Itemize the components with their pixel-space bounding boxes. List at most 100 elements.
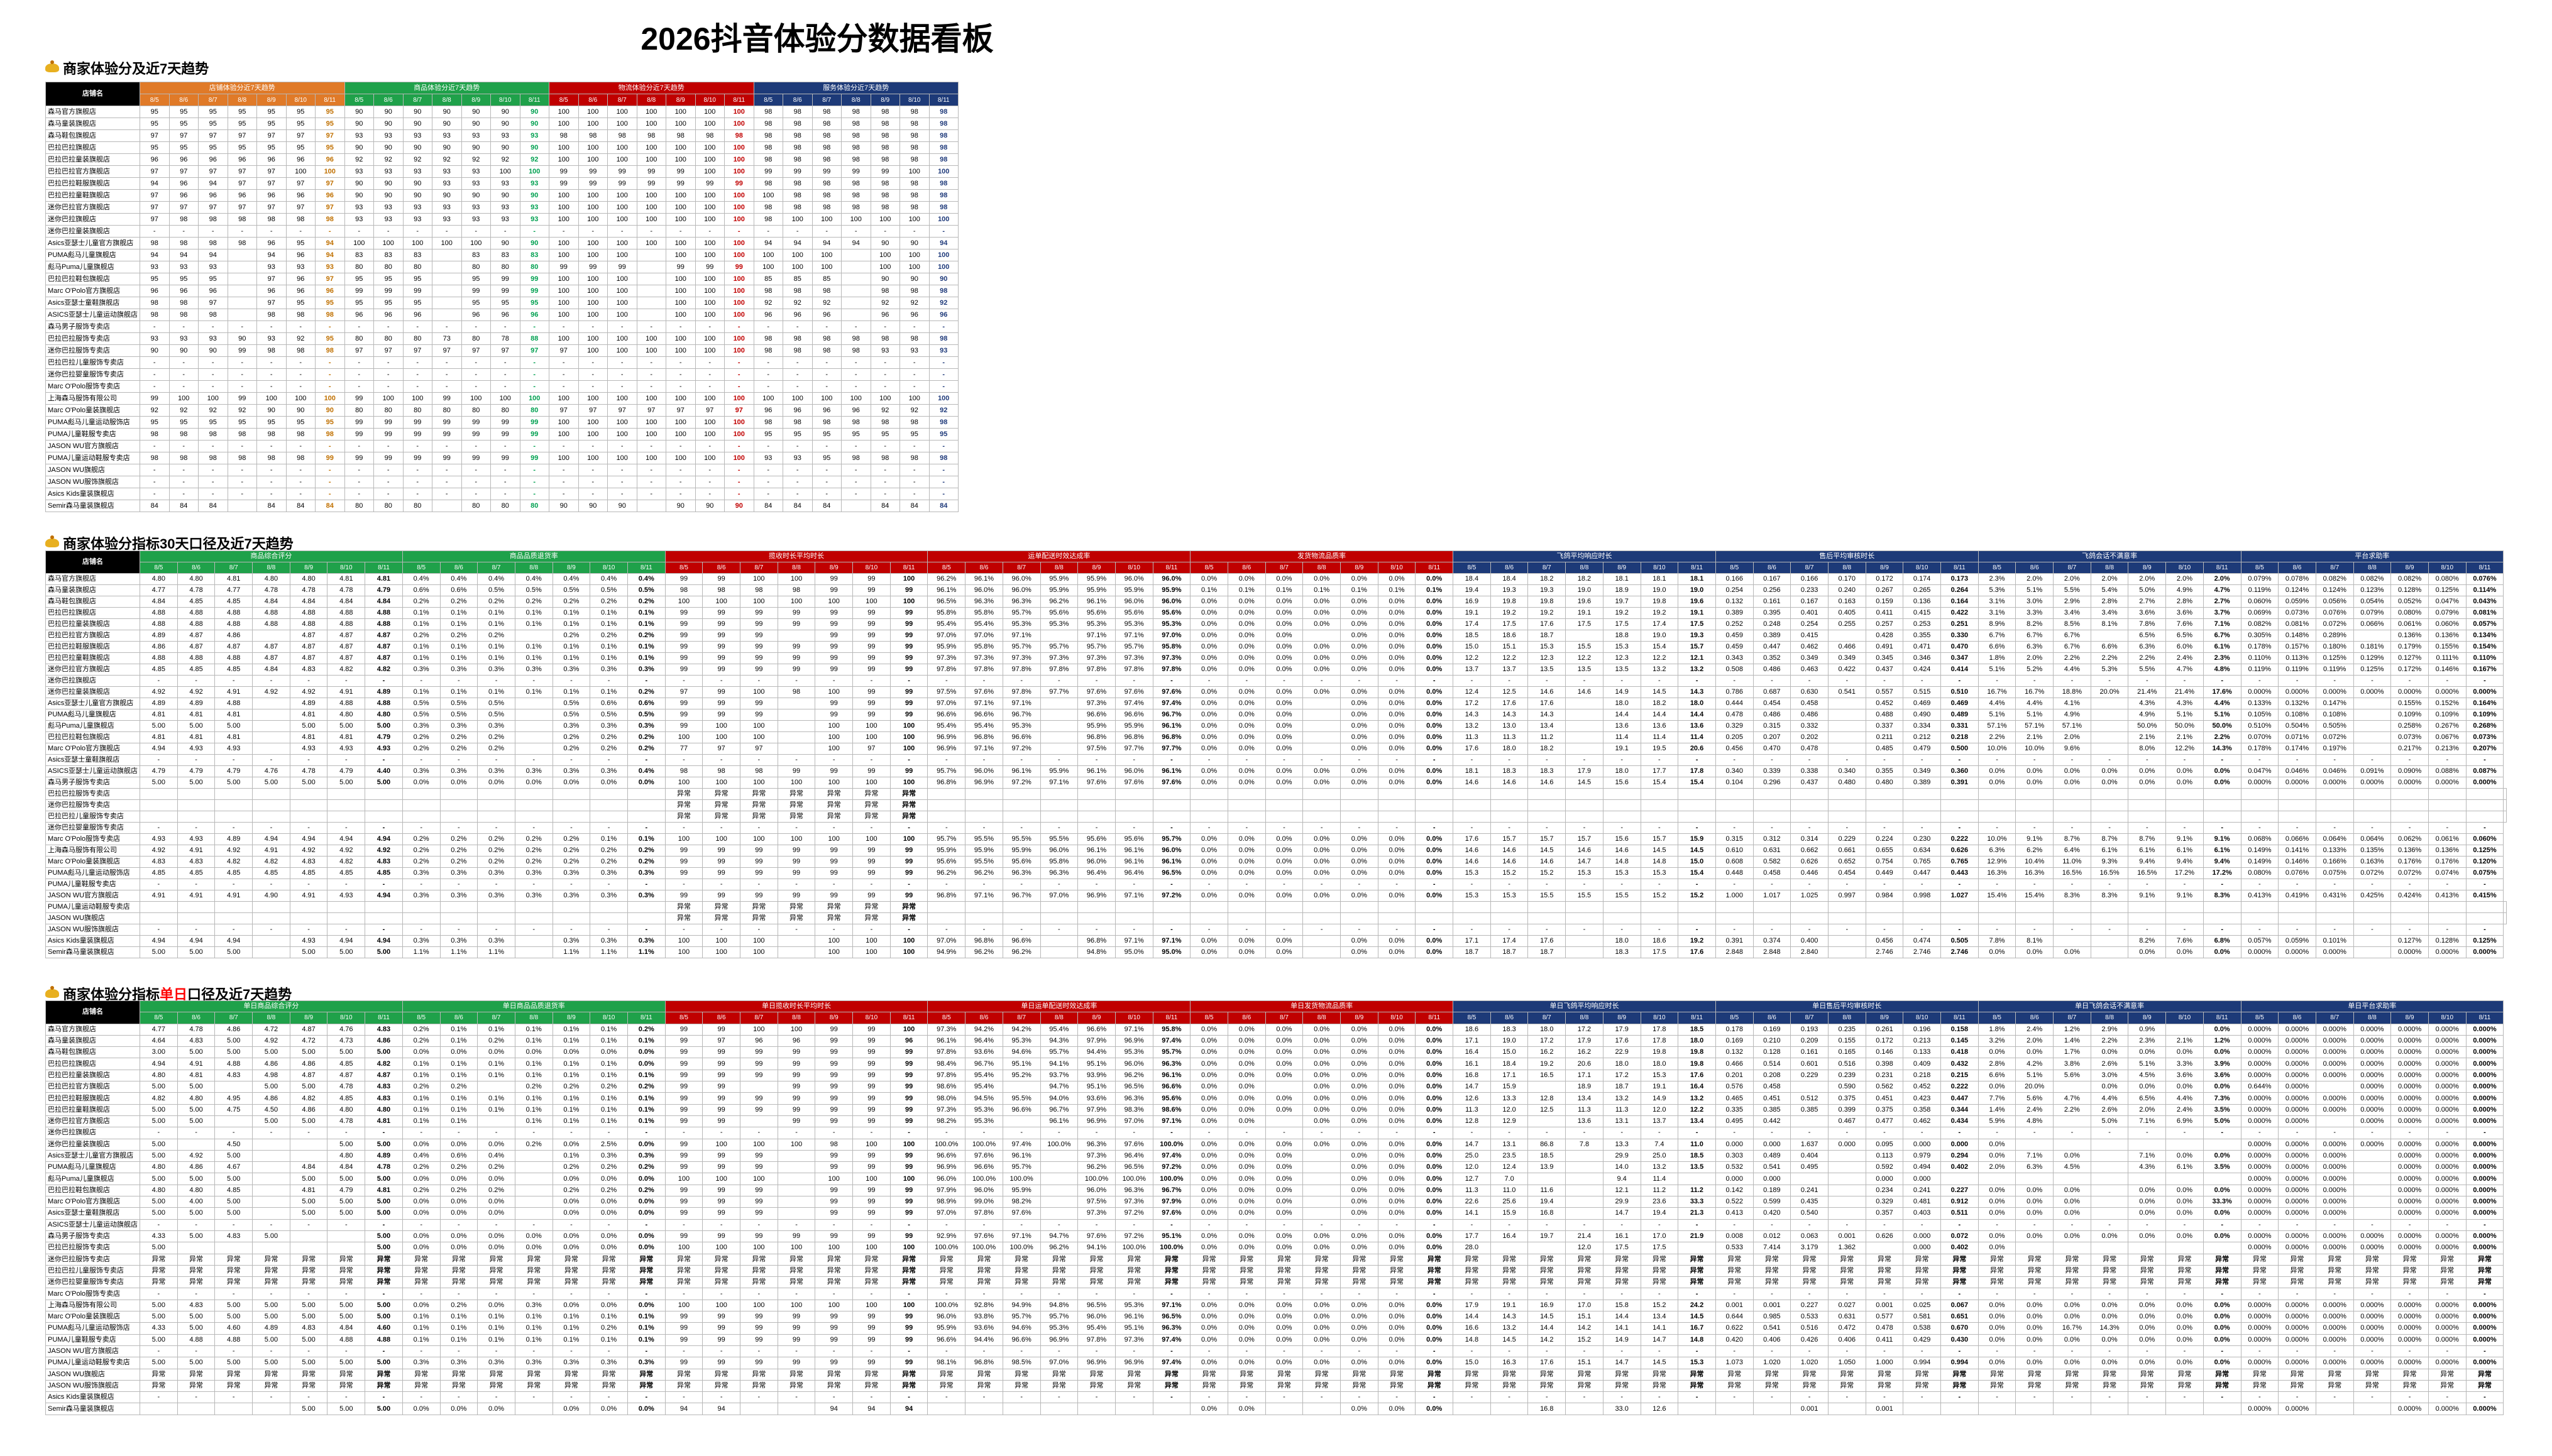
value-cell: 0.480 [1827,777,1866,789]
value-cell: 3.179 [1790,1242,1829,1254]
value-cell: 100 [285,392,316,405]
value-cell [1827,935,1866,947]
value-cell: 0.212 [1903,731,1941,743]
value-cell: 100 [373,237,404,249]
value-cell: 4.92 [140,845,178,857]
value-cell [841,249,871,261]
value-cell: 5.00 [252,1115,290,1128]
value-cell: 0.3% [439,720,478,732]
date-header: 8/10 [1640,562,1679,574]
value-cell: 0.1% [477,1092,515,1105]
value-cell: 98 [783,106,813,118]
value-cell: 99 [815,584,854,596]
value-cell: 97.4% [1114,698,1153,709]
value-cell: 99 [889,1207,928,1220]
value-cell [327,1242,366,1254]
value-cell [514,946,553,958]
value-cell: 100 [695,213,725,226]
value-cell: - [1302,1127,1341,1139]
value-cell: 4.87 [214,641,253,653]
value-cell: 异常 [1752,1276,1791,1289]
value-cell: 84 [928,500,959,512]
value-cell: 异常 [1002,1276,1041,1289]
value-cell: 100 [724,416,754,429]
value-cell: 93 [402,213,432,226]
value-cell: 0.0% [2015,765,2054,777]
value-cell: - [1678,924,1716,936]
value-cell: - [2015,1218,2054,1231]
value-cell: 100 [636,118,666,130]
value-cell [1227,901,1266,913]
value-cell: 18.2 [1527,743,1566,755]
value-cell: 5.00 [214,1207,253,1220]
value-cell: 0.193 [1790,1023,1829,1036]
value-cell: 100 [666,285,696,297]
value-cell: - [2353,1288,2392,1300]
value-cell: 0.3% [402,720,441,732]
value-cell: - [636,488,666,500]
value-cell: 0.1% [552,607,591,619]
value-cell: 0.505% [2315,720,2354,732]
value-cell: 18.0 [1602,765,1641,777]
date-header: 8/9 [815,562,854,574]
value-cell: 95 [811,428,842,441]
value-cell [177,912,216,924]
value-cell: 99 [889,845,928,857]
value-cell: 100 [870,213,900,226]
value-cell [432,285,462,297]
value-cell: 99 [664,1115,703,1128]
value-cell: 100 [636,153,666,166]
value-cell: 异常 [2203,1264,2241,1278]
value-cell: 异常 [1640,1253,1679,1266]
value-cell: 异常 [2165,1276,2204,1289]
value-cell: 0.000% [2428,1161,2467,1174]
value-cell: - [841,464,871,476]
value-cell: - [1190,822,1228,834]
value-cell: 0.255 [1827,618,1866,630]
value-cell: 0.447 [1752,641,1791,653]
value-cell: 7.414 [1752,1242,1791,1254]
value-cell: 15.4% [1977,890,2016,902]
value-cell: 100 [889,720,928,732]
value-cell: 99 [852,584,891,596]
value-cell: 0.000% [2240,1138,2279,1151]
value-cell: 95.4% [1040,1023,1079,1036]
value-cell: 4.8% [2015,1115,2054,1128]
value-cell: 100 [695,201,725,214]
table-row: 森马官方旗舰店 95 95 95 95 95 95 95 90 90 90 90 90 90 90 100 10… [45,106,959,118]
value-cell: 95.9% [1002,1184,1041,1197]
value-cell: 0.5% [439,709,478,721]
value-cell: 0.113% [2278,652,2316,664]
value-cell: 90 [607,500,637,512]
value-cell: 异常 [702,799,740,811]
value-cell: 0.0% [1415,867,1454,879]
value-cell: 0.0% [1190,573,1228,585]
value-cell [2353,743,2392,755]
value-cell: 98 [870,118,900,130]
value-cell: 80 [490,404,520,417]
value-cell: 99 [490,452,520,464]
value-cell: 99 [852,1034,891,1048]
value-cell: 14.6 [1527,777,1566,789]
value-cell: 100 [899,261,930,273]
value-cell: 0.0% [1227,946,1266,958]
value-cell: 100 [549,237,579,249]
value-cell: 0.0% [590,1046,628,1059]
value-cell: 0.3% [514,664,553,676]
value-cell: 99 [519,452,549,464]
store-name-cell: Marc O'Polo官方旗舰店 [45,1196,140,1208]
value-cell: 异常 [740,1253,778,1266]
value-cell: 0.1% [552,652,591,664]
value-cell: 12.9% [1977,856,2016,868]
value-cell: 6.3% [2128,641,2167,653]
value-cell: 0.2% [627,630,666,642]
value-cell: 0.0% [1190,709,1228,721]
value-cell: 0.0% [1415,765,1454,777]
value-cell: 99 [777,1230,816,1243]
value-cell: 异常 [1790,1253,1829,1266]
value-cell [927,788,966,800]
value-cell [1940,912,1979,924]
value-cell: 93 [256,261,287,273]
value-cell: 97.3% [1114,652,1153,664]
group-header: 服务体验分近7天趋势 [753,82,959,94]
